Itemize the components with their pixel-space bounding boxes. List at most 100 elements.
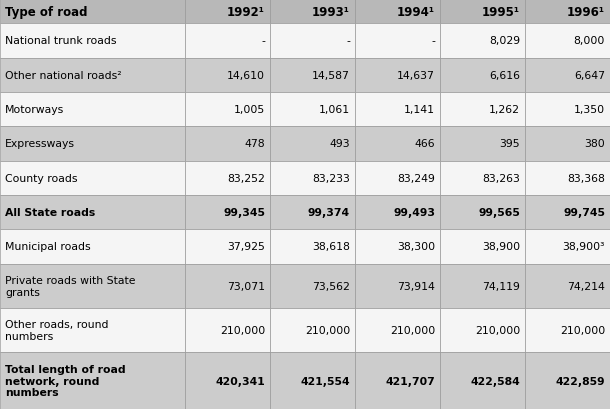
Text: Total length of road
network, round
numbers: Total length of road network, round numb… <box>5 364 126 398</box>
Bar <box>185 353 270 409</box>
Text: 8,000: 8,000 <box>573 36 605 46</box>
Text: 38,618: 38,618 <box>312 242 350 252</box>
Text: 38,900³: 38,900³ <box>562 242 605 252</box>
Bar <box>270 0 355 24</box>
Text: 1,350: 1,350 <box>574 105 605 115</box>
Bar <box>185 127 270 161</box>
Bar <box>270 58 355 93</box>
Text: 37,925: 37,925 <box>227 242 265 252</box>
Text: 1996¹: 1996¹ <box>567 6 605 18</box>
Bar <box>270 230 355 264</box>
Bar <box>355 93 440 127</box>
Text: 99,493: 99,493 <box>393 208 435 218</box>
Bar <box>525 127 610 161</box>
Text: 210,000: 210,000 <box>475 326 520 335</box>
Bar <box>270 161 355 196</box>
Bar <box>525 93 610 127</box>
Text: 74,119: 74,119 <box>482 281 520 291</box>
Text: 395: 395 <box>500 139 520 149</box>
Text: 1,141: 1,141 <box>404 105 435 115</box>
Text: 1,005: 1,005 <box>234 105 265 115</box>
Bar <box>270 264 355 308</box>
Bar <box>440 196 525 230</box>
Text: 83,249: 83,249 <box>397 173 435 183</box>
Text: 83,252: 83,252 <box>227 173 265 183</box>
Bar <box>440 161 525 196</box>
Text: 73,562: 73,562 <box>312 281 350 291</box>
Bar <box>0 161 185 196</box>
Bar <box>525 264 610 308</box>
Bar <box>185 161 270 196</box>
Text: -: - <box>431 36 435 46</box>
Text: 210,000: 210,000 <box>560 326 605 335</box>
Bar <box>355 58 440 93</box>
Text: 38,300: 38,300 <box>397 242 435 252</box>
Bar <box>185 230 270 264</box>
Bar <box>355 0 440 24</box>
Text: 73,071: 73,071 <box>227 281 265 291</box>
Text: County roads: County roads <box>5 173 77 183</box>
Bar <box>525 308 610 353</box>
Text: Municipal roads: Municipal roads <box>5 242 91 252</box>
Bar <box>0 353 185 409</box>
Text: 493: 493 <box>329 139 350 149</box>
Text: -: - <box>261 36 265 46</box>
Text: 73,914: 73,914 <box>397 281 435 291</box>
Bar <box>0 196 185 230</box>
Bar <box>185 0 270 24</box>
Bar <box>270 93 355 127</box>
Text: 1993¹: 1993¹ <box>312 6 350 18</box>
Text: 74,214: 74,214 <box>567 281 605 291</box>
Text: 1,262: 1,262 <box>489 105 520 115</box>
Bar <box>440 0 525 24</box>
Bar <box>355 196 440 230</box>
Bar <box>355 230 440 264</box>
Text: Motorways: Motorways <box>5 105 64 115</box>
Bar <box>0 0 185 24</box>
Text: 6,616: 6,616 <box>489 71 520 81</box>
Bar <box>525 196 610 230</box>
Bar <box>440 58 525 93</box>
Bar <box>0 230 185 264</box>
Bar <box>270 353 355 409</box>
Text: Type of road: Type of road <box>5 6 87 18</box>
Bar <box>440 264 525 308</box>
Bar <box>440 230 525 264</box>
Bar <box>355 127 440 161</box>
Text: Other national roads²: Other national roads² <box>5 71 121 81</box>
Bar <box>270 196 355 230</box>
Text: 422,859: 422,859 <box>555 376 605 386</box>
Bar <box>270 308 355 353</box>
Text: National trunk roads: National trunk roads <box>5 36 117 46</box>
Text: 210,000: 210,000 <box>220 326 265 335</box>
Bar <box>0 127 185 161</box>
Bar <box>525 24 610 58</box>
Text: 83,233: 83,233 <box>312 173 350 183</box>
Bar <box>0 93 185 127</box>
Text: 38,900: 38,900 <box>482 242 520 252</box>
Bar <box>525 230 610 264</box>
Text: 1992¹: 1992¹ <box>227 6 265 18</box>
Text: Other roads, round
numbers: Other roads, round numbers <box>5 320 109 341</box>
Bar <box>185 24 270 58</box>
Text: 83,368: 83,368 <box>567 173 605 183</box>
Text: 421,554: 421,554 <box>300 376 350 386</box>
Bar <box>0 58 185 93</box>
Bar <box>440 24 525 58</box>
Bar <box>0 264 185 308</box>
Bar <box>270 127 355 161</box>
Bar <box>185 264 270 308</box>
Text: 210,000: 210,000 <box>305 326 350 335</box>
Bar <box>185 93 270 127</box>
Bar <box>440 353 525 409</box>
Text: 99,374: 99,374 <box>308 208 350 218</box>
Text: -: - <box>346 36 350 46</box>
Text: 99,565: 99,565 <box>478 208 520 218</box>
Text: 1994¹: 1994¹ <box>397 6 435 18</box>
Text: 478: 478 <box>245 139 265 149</box>
Bar <box>525 0 610 24</box>
Bar <box>355 24 440 58</box>
Bar <box>440 127 525 161</box>
Bar <box>355 353 440 409</box>
Text: 1995¹: 1995¹ <box>482 6 520 18</box>
